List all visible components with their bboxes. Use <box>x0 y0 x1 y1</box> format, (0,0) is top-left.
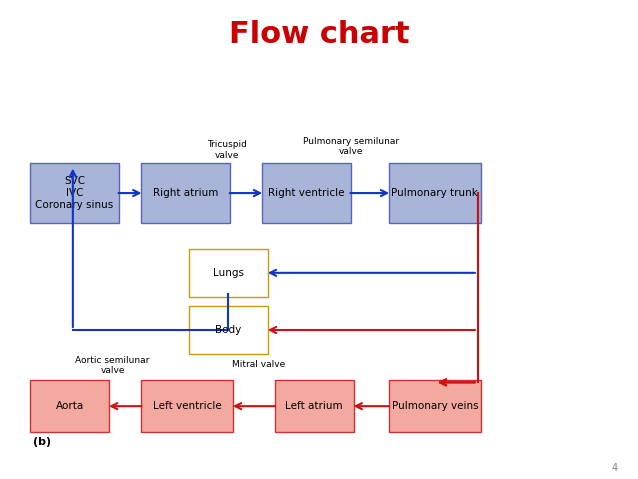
Text: Pulmonary semilunar
valve: Pulmonary semilunar valve <box>302 137 399 156</box>
Text: Right ventricle: Right ventricle <box>268 188 345 198</box>
Text: Left ventricle: Left ventricle <box>153 401 221 411</box>
FancyBboxPatch shape <box>30 380 109 433</box>
FancyBboxPatch shape <box>389 380 481 433</box>
Text: Body: Body <box>216 325 242 335</box>
Text: Left atrium: Left atrium <box>285 401 343 411</box>
Text: SVC
IVC
Coronary sinus: SVC IVC Coronary sinus <box>35 176 114 210</box>
FancyBboxPatch shape <box>274 380 354 433</box>
FancyBboxPatch shape <box>262 163 351 223</box>
Text: 4: 4 <box>611 463 618 473</box>
Text: Flow chart: Flow chart <box>228 20 410 49</box>
Text: Aortic semilunar
valve: Aortic semilunar valve <box>75 356 150 376</box>
Text: Pulmonary trunk: Pulmonary trunk <box>392 188 478 198</box>
FancyBboxPatch shape <box>189 306 268 354</box>
Text: Mitral valve: Mitral valve <box>232 360 285 369</box>
FancyBboxPatch shape <box>389 163 481 223</box>
Text: (b): (b) <box>33 437 51 446</box>
FancyBboxPatch shape <box>30 163 119 223</box>
Text: Pulmonary veins: Pulmonary veins <box>392 401 478 411</box>
FancyBboxPatch shape <box>189 249 268 297</box>
Text: Aorta: Aorta <box>56 401 84 411</box>
FancyBboxPatch shape <box>141 163 230 223</box>
Text: Right atrium: Right atrium <box>153 188 218 198</box>
Text: Tricuspid
valve: Tricuspid valve <box>207 140 247 160</box>
FancyBboxPatch shape <box>141 380 234 433</box>
Text: Lungs: Lungs <box>213 268 244 278</box>
